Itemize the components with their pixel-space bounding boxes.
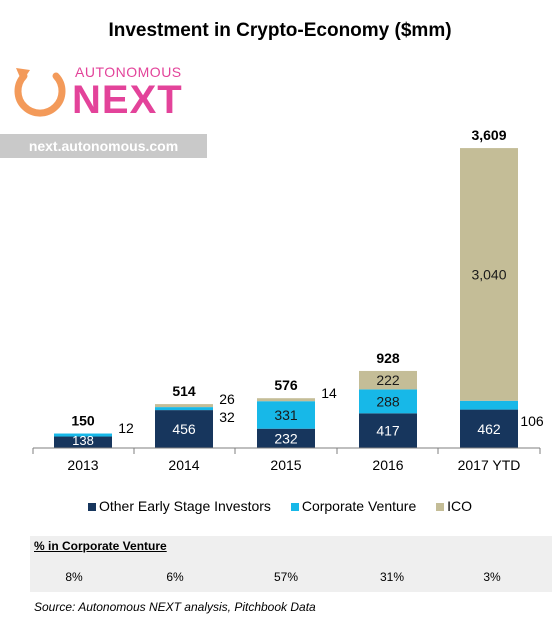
circular-arrow-icon [14, 68, 66, 117]
data-label-ico-3: 222 [376, 372, 400, 388]
bar-corporate-0 [54, 433, 112, 437]
bar-ico-1 [155, 404, 213, 408]
data-label-other-0: 138 [72, 433, 94, 448]
bar-other-4 [460, 409, 518, 448]
total-label-1: 514 [172, 383, 196, 399]
pct-value-2017: 3% [483, 570, 501, 584]
logo-main-text: NEXT [72, 78, 183, 122]
bar-corporate-3 [359, 389, 417, 414]
total-label-2: 576 [274, 377, 298, 393]
bar-other-1 [155, 410, 213, 448]
legend-label-corporate: Corporate Venture [301, 498, 417, 514]
bar-corporate-1 [155, 407, 213, 411]
bar-other-3 [359, 413, 417, 448]
bar-ico-4 [460, 148, 518, 401]
category-label-4: 2017 YTD [458, 457, 521, 473]
category-label-1: 2014 [168, 457, 199, 473]
data-label-ico-4: 3,040 [471, 266, 506, 282]
pct-value-2016: 31% [379, 570, 405, 584]
logo-top-text: AUTONOMOUS [75, 64, 182, 80]
bar-ico-2 [257, 398, 315, 402]
legend-label-other: Other Early Stage Investors [98, 498, 271, 514]
data-label-other-2: 232 [274, 430, 298, 446]
data-label-other-1: 456 [172, 421, 196, 437]
category-label-2: 2015 [270, 457, 301, 473]
chart-title: Investment in Crypto-Economy ($mm) [108, 20, 452, 41]
data-label-corporate-0: 12 [118, 420, 134, 436]
data-label-other-3: 417 [376, 423, 400, 439]
website-url[interactable]: next.autonomous.com [0, 134, 207, 158]
bar-corporate-4 [460, 400, 518, 410]
legend-swatch-other [87, 503, 96, 512]
pct-value-2014: 6% [166, 570, 184, 584]
corporate-venture-percentage-table: % in Corporate Venture 8% 6% 57% 31% 3% [30, 536, 552, 592]
legend-label-ico: ICO [447, 498, 473, 514]
data-label-corporate-1: 32 [219, 409, 235, 425]
data-label-corporate-2: 331 [274, 407, 298, 423]
bar-other-0 [54, 436, 112, 448]
data-label-corporate-4: 106 [520, 413, 544, 429]
total-label-3: 928 [376, 350, 400, 366]
legend-item-other: Other Early Stage Investors [87, 498, 271, 514]
category-label-0: 2013 [67, 457, 98, 473]
pct-value-2015: 57% [273, 570, 299, 584]
total-label-4: 3,609 [471, 127, 506, 143]
source-note: Source: Autonomous NEXT analysis, Pitchb… [34, 600, 316, 614]
bar-corporate-2 [257, 401, 315, 429]
stacked-bar-chart: 138 12 150 2013 456 32 26 514 2014 232 331 14 576 201… [32, 127, 544, 473]
pct-value-2013: 8% [65, 570, 83, 584]
bar-other-2 [257, 428, 315, 448]
data-label-ico-1: 26 [219, 391, 235, 407]
legend-item-ico: ICO [436, 498, 472, 514]
legend-swatch-corporate [290, 503, 299, 512]
category-label-3: 2016 [372, 457, 403, 473]
pct-table-title: % in Corporate Venture [34, 539, 167, 553]
data-label-ico-2: 14 [321, 385, 337, 401]
data-label-other-4: 462 [477, 421, 501, 437]
bar-ico-3 [359, 370, 417, 390]
data-label-corporate-3: 288 [376, 393, 400, 409]
total-label-0: 150 [71, 413, 95, 429]
legend-swatch-ico [436, 503, 445, 512]
chart-legend: Other Early Stage Investors Corporate Ve… [0, 498, 560, 514]
autonomous-next-logo: AUTONOMOUS NEXT [8, 56, 198, 126]
legend-item-corporate: Corporate Venture [290, 498, 417, 514]
